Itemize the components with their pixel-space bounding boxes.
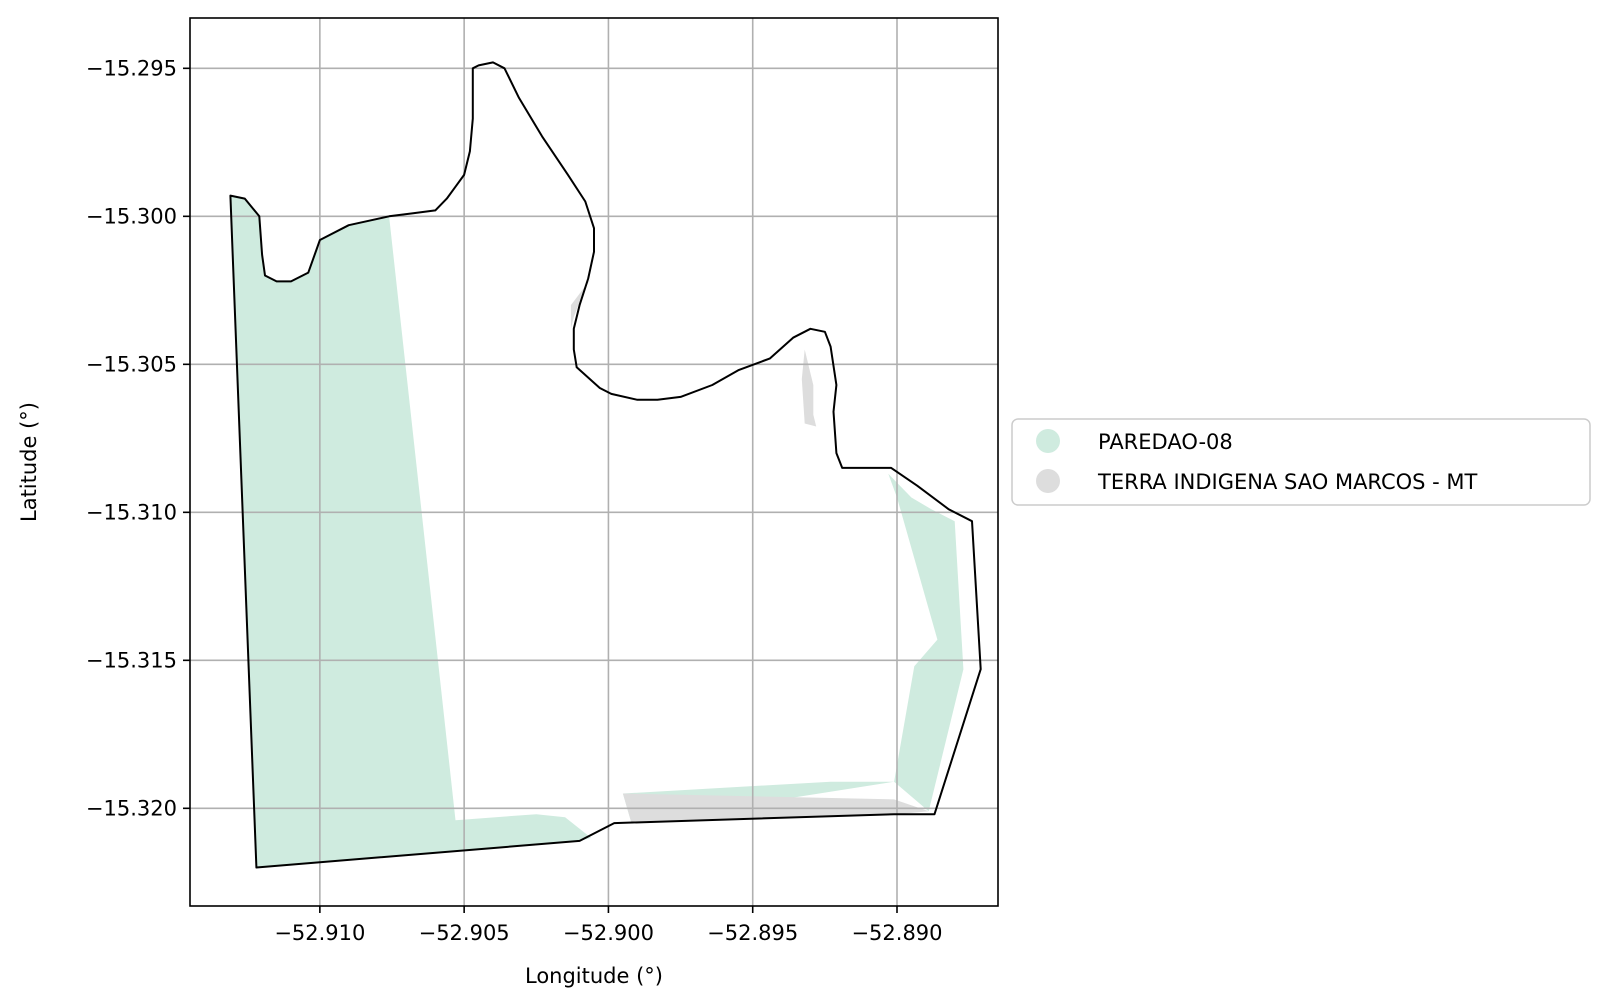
axes-frame [189, 17, 999, 907]
grid-layer [190, 18, 998, 906]
x-tick-label-2: −52.900 [563, 921, 654, 945]
y-tick-label-4: −15.315 [86, 648, 177, 672]
legend-label-1: TERRA INDIGENA SAO MARCOS - MT [1097, 470, 1478, 494]
y-axis-ticks: −15.295 −15.300 −15.305 −15.310 −15.315 −15.3… [86, 56, 190, 820]
boundary-outline [229, 61, 982, 869]
polygon-terra-indigena-2 [801, 349, 817, 427]
y-tick-label-0: −15.295 [86, 56, 177, 80]
x-tick-label-0: −52.910 [274, 921, 365, 945]
y-tick-label-3: −15.310 [86, 500, 177, 524]
polygon-paredao-1 [622, 473, 964, 824]
x-tick-label-4: −52.890 [851, 921, 942, 945]
y-axis-label: Latitude (°) [17, 402, 41, 522]
x-tick-label-3: −52.895 [707, 921, 798, 945]
legend-label-0: PAREDAO-08 [1098, 430, 1233, 454]
y-tick-label-1: −15.300 [86, 204, 177, 228]
polygon-terra-indigena-1 [570, 278, 592, 329]
x-tick-label-1: −52.905 [419, 921, 510, 945]
polygons-layer [230, 195, 964, 868]
y-tick-label-5: −15.320 [86, 796, 177, 820]
legend-box [1011, 418, 1591, 506]
plot-area [190, 18, 998, 906]
legend-marker-0 [1036, 429, 1060, 453]
legend: PAREDAO-08 TERRA INDIGENA SAO MARCOS - MT [1011, 418, 1591, 506]
y-tick-label-2: −15.305 [86, 352, 177, 376]
x-axis-ticks: −52.910 −52.905 −52.900 −52.895 −52.890 [274, 906, 943, 945]
x-axis-label: Longitude (°) [525, 964, 663, 988]
legend-marker-1 [1036, 469, 1060, 493]
polygon-paredao-0 [230, 195, 592, 868]
